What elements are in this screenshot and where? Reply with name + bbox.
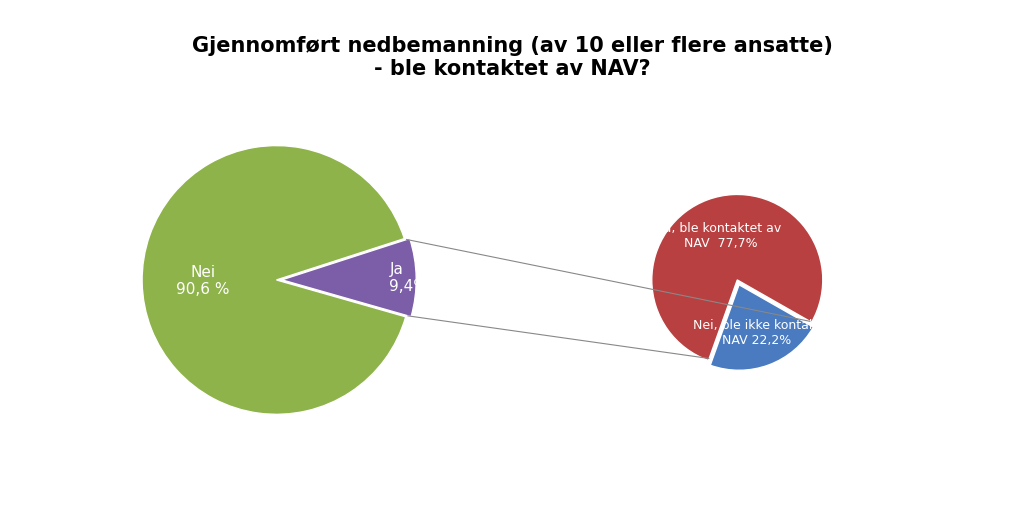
Text: Nei
90,6 %: Nei 90,6 % — [176, 265, 229, 297]
Text: Ja, ble kontaktet av
NAV  77,7%: Ja, ble kontaktet av NAV 77,7% — [660, 222, 781, 250]
Wedge shape — [651, 194, 823, 360]
Wedge shape — [282, 239, 416, 317]
Text: Gjennomført nedbemanning (av 10 eller flere ansatte)
- ble kontaktet av NAV?: Gjennomført nedbemanning (av 10 eller fl… — [191, 36, 833, 79]
Text: Ja
9,4%: Ja 9,4% — [389, 262, 428, 295]
Wedge shape — [142, 146, 406, 414]
Text: Nei, ble ikke kontakt
NAV 22,2%: Nei, ble ikke kontakt NAV 22,2% — [692, 319, 820, 347]
Wedge shape — [711, 285, 813, 370]
